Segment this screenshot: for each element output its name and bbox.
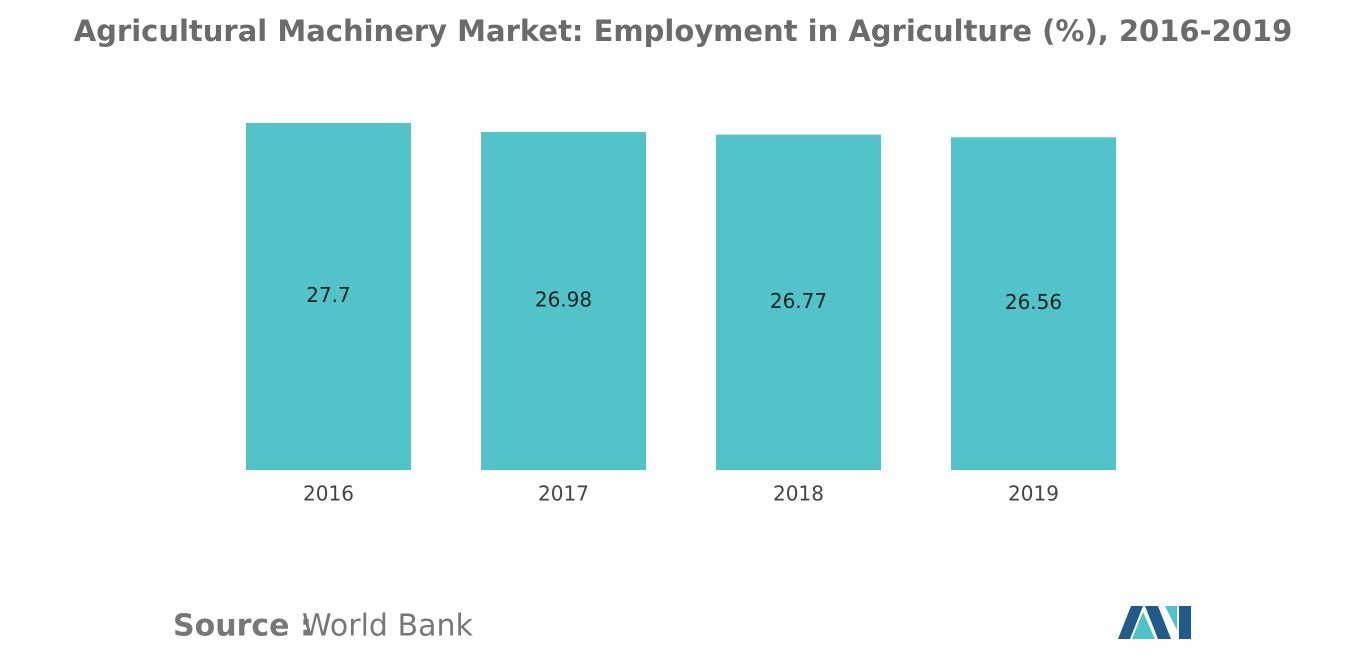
logo-shape xyxy=(1165,606,1177,630)
logo xyxy=(1118,606,1191,639)
x-tick-label: 2017 xyxy=(538,482,589,506)
bar xyxy=(481,132,646,470)
value-label: 26.56 xyxy=(1005,290,1062,314)
bar xyxy=(951,137,1116,470)
chart-title: Agricultural Machinery Market: Employmen… xyxy=(74,14,1293,48)
value-label: 27.7 xyxy=(306,283,351,307)
logo-shape xyxy=(1132,612,1155,639)
x-tick-label: 2018 xyxy=(773,482,824,506)
logo-shape xyxy=(1145,606,1171,639)
logo-shape xyxy=(1179,606,1191,639)
source-text: World Bank xyxy=(302,609,473,644)
source-label: Source : xyxy=(173,609,312,644)
bar xyxy=(246,123,411,470)
bar xyxy=(716,134,881,470)
logo-shape xyxy=(1118,606,1143,639)
value-label: 26.98 xyxy=(535,288,592,312)
x-tick-label: 2019 xyxy=(1008,482,1059,506)
x-tick-label: 2016 xyxy=(303,482,354,506)
value-label: 26.77 xyxy=(770,289,827,313)
